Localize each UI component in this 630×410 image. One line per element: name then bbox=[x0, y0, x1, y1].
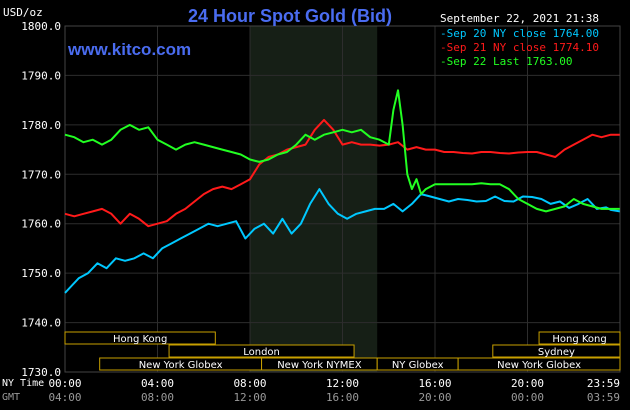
x-tick-label-ny: 23:59 bbox=[587, 377, 620, 390]
session-box bbox=[168, 344, 355, 358]
y-tick-label: 1780.0 bbox=[21, 119, 61, 132]
x-tick-label-gmt: 08:00 bbox=[141, 391, 174, 404]
session-box bbox=[492, 344, 621, 358]
price-line-sep21 bbox=[64, 118, 620, 228]
session-box bbox=[64, 331, 216, 345]
y-tick-label: 1790.0 bbox=[21, 69, 61, 82]
timestamp: September 22, 2021 21:38 bbox=[440, 12, 599, 25]
legend-item-sep21: -Sep 21 NY close 1774.10 bbox=[440, 41, 599, 54]
ny-time-label: NY Time bbox=[2, 378, 45, 389]
plot-frame bbox=[64, 25, 621, 373]
session-label: Hong Kong bbox=[552, 334, 606, 345]
y-tick-label: 1800.0 bbox=[21, 20, 61, 33]
x-tick-label-ny: 00:00 bbox=[48, 377, 81, 390]
x-tick-label-gmt: 20:00 bbox=[418, 391, 451, 404]
session-label: New York Globex bbox=[139, 360, 223, 371]
gmt-label: GMT bbox=[2, 392, 21, 403]
brand-link[interactable]: www.kitco.com bbox=[68, 40, 192, 59]
y-tick-label: 1760.0 bbox=[21, 218, 61, 231]
x-tick-label-gmt: 03:59 bbox=[587, 391, 620, 404]
y-unit-label: USD/oz bbox=[3, 6, 43, 19]
x-tick-label-gmt: 12:00 bbox=[233, 391, 266, 404]
session-box bbox=[538, 331, 621, 345]
x-tick-label-ny: 04:00 bbox=[141, 377, 174, 390]
session-box bbox=[457, 357, 621, 371]
y-tick-label: 1740.0 bbox=[21, 317, 61, 330]
y-tick-label: 1730.0 bbox=[21, 366, 61, 379]
session-label: New York NYMEX bbox=[277, 360, 362, 371]
legend-item-sep22: -Sep 22 Last 1763.00 bbox=[440, 55, 573, 68]
y-tick-label: 1770.0 bbox=[21, 168, 61, 181]
legend: -Sep 20 NY close 1764.00 -Sep 21 NY clos… bbox=[440, 27, 599, 69]
price-line-sep20 bbox=[64, 188, 620, 294]
session-label: NY Globex bbox=[392, 360, 444, 371]
y-tick-label: 1750.0 bbox=[21, 267, 61, 280]
session-label: London bbox=[243, 347, 280, 358]
x-tick-label-ny: 20:00 bbox=[511, 377, 544, 390]
x-tick-label-ny: 16:00 bbox=[418, 377, 451, 390]
x-tick-label-ny: 12:00 bbox=[326, 377, 359, 390]
session-label: Sydney bbox=[538, 347, 575, 358]
x-tick-label-ny: 08:00 bbox=[233, 377, 266, 390]
x-tick-label-gmt: 00:00 bbox=[511, 391, 544, 404]
price-line-sep22 bbox=[64, 89, 620, 213]
legend-item-sep20: -Sep 20 NY close 1764.00 bbox=[440, 27, 599, 40]
session-label: Hong Kong bbox=[113, 334, 167, 345]
session-label: New York Globex bbox=[497, 360, 581, 371]
x-tick-label-gmt: 16:00 bbox=[326, 391, 359, 404]
chart-title: 24 Hour Spot Gold (Bid) bbox=[188, 6, 392, 26]
x-tick-label-gmt: 04:00 bbox=[48, 391, 81, 404]
